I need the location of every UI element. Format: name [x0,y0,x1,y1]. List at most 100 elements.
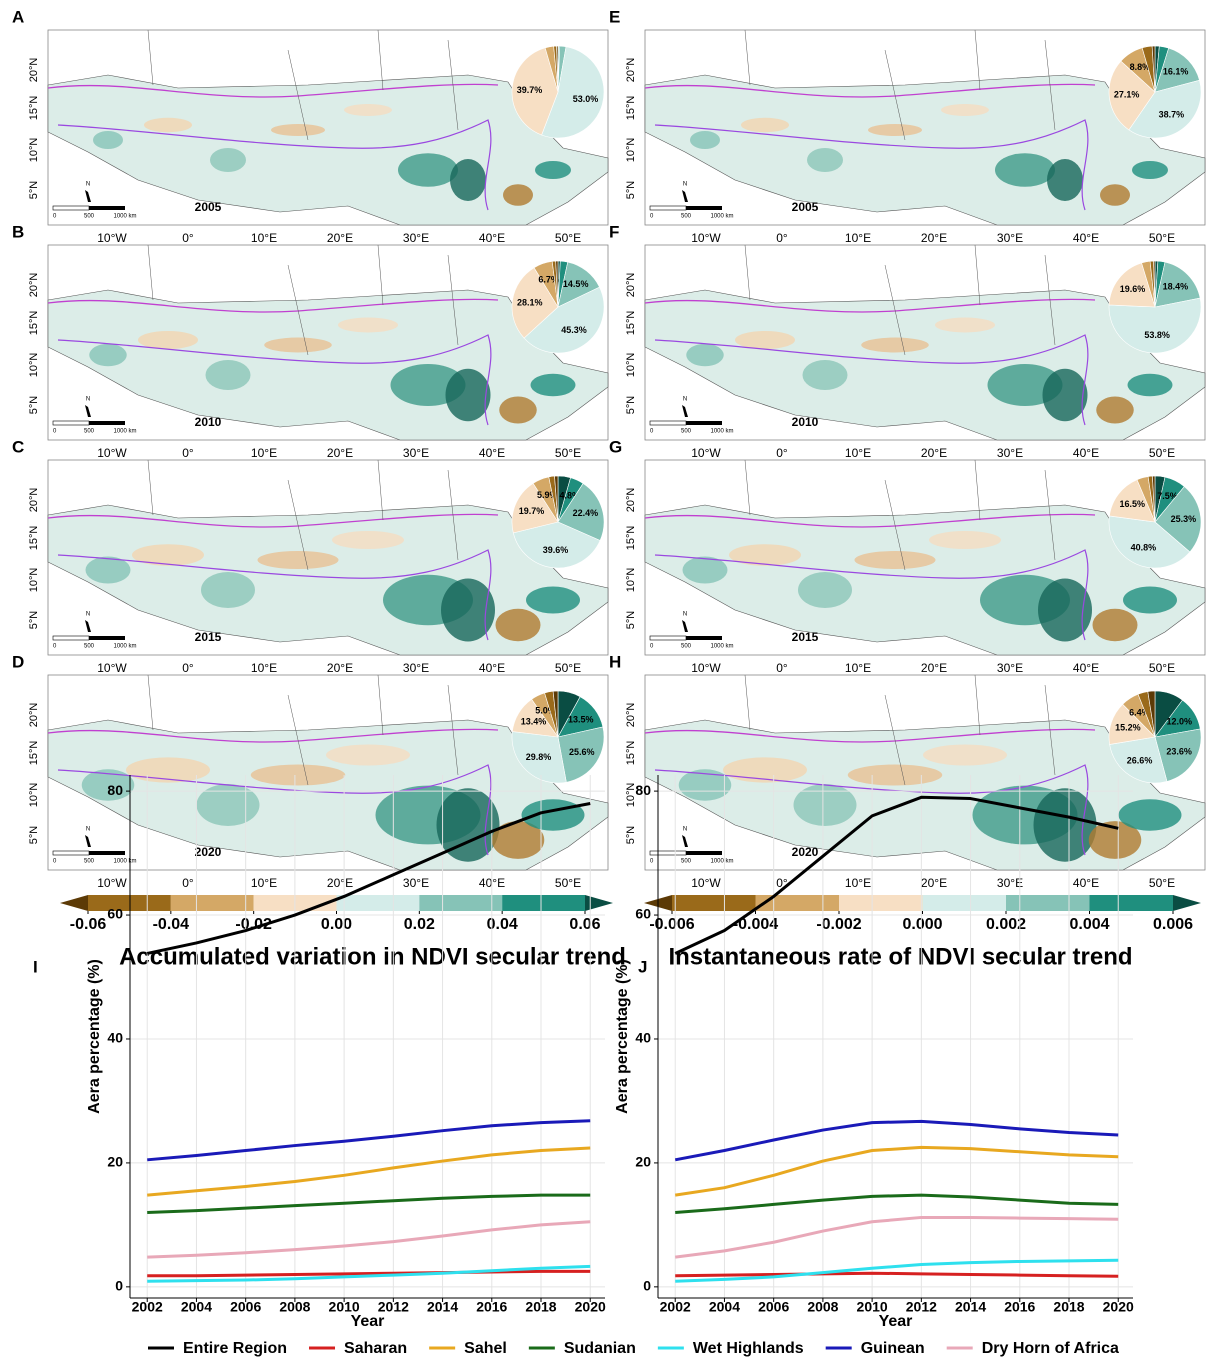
pie-slice [1152,475,1156,523]
map-texture [535,161,571,179]
pie-label: 16.5% [1120,499,1146,509]
country-border [744,459,1056,571]
colorbar-end [60,895,88,911]
map-year: 2005 [792,200,819,214]
map-year: 2020 [792,845,819,859]
colorbar-bin [170,895,254,911]
lat-label: 15°N [28,741,40,766]
y-tick-label: 60 [635,906,651,922]
x-tick-label: 2020 [575,1299,606,1315]
lon-label: 10°E [845,446,871,460]
map-year: 2005 [195,200,222,214]
lon-label: 40°E [479,661,505,675]
panel-letter: G [609,437,622,456]
north-label: N [86,827,90,833]
north-arrow [85,620,91,632]
pie-slice [1108,262,1156,308]
country-border [744,674,1056,786]
lon-label: 40°E [1073,876,1099,890]
scale-bar [89,636,125,640]
pie-slice [511,482,559,534]
zone-boundary [644,83,1096,98]
map-panel: H 5°N 10°N 15°N 20°N 10°W 0° 10°E 20°E 30°E 40°E 50… [609,652,1206,890]
x-tick-label: 2002 [132,1299,163,1315]
colorbar-label: 0.00 [321,916,352,933]
lon-label: 0° [182,876,194,890]
map-texture [491,821,545,859]
zone-boundary [644,298,1096,313]
map-texture [81,769,135,801]
colorbar-label: -0.004 [733,916,778,933]
colorbar-label: 0.02 [404,916,435,933]
pie-slice [1108,297,1202,354]
map-texture [250,764,346,786]
map-texture [450,159,486,201]
map-texture [530,373,576,397]
map-texture [264,337,332,353]
panel-letter: D [12,652,24,671]
scale-label: 0 [53,214,57,220]
x-tick-label: 2004 [181,1299,212,1315]
map-texture [793,784,857,826]
pie-slice [552,690,559,738]
map-texture [398,153,458,187]
lon-label: 20°E [921,661,947,675]
pie-label: 45.3% [561,325,587,335]
zone-boundary [644,513,1096,528]
pie-label: 25.3% [1171,514,1197,524]
colorbar-bin [839,895,923,911]
north-arrow [85,405,91,417]
lon-label: 10°E [251,446,277,460]
pie-label: 4.8% [560,490,581,500]
colorbar-label: -0.006 [649,916,694,933]
pie-label: 7.5% [1157,491,1178,501]
data-line [675,1193,1119,1214]
country-border [744,244,1056,356]
scale-label: 500 [84,214,95,220]
pie-label: 53.8% [1144,330,1170,340]
lon-label: 20°E [327,446,353,460]
lon-label: 10°W [691,446,721,460]
data-line [147,1264,591,1283]
y-tick-label: 40 [635,1030,651,1046]
lon-label: 20°E [921,876,947,890]
north-label: N [86,612,90,618]
map-texture [436,788,500,862]
map-texture [85,556,131,584]
lon-label: 20°E [327,876,353,890]
lon-label: 0° [182,661,194,675]
pie-slice [1151,45,1156,93]
map-texture [929,531,1001,549]
country-border [147,29,459,141]
map-year: 2010 [195,415,222,429]
x-tick-label: 2016 [476,1299,507,1315]
pie-label: 39.6% [543,545,569,555]
y-tick-label: 20 [635,1154,651,1170]
lon-label: 30°E [403,446,429,460]
lon-label: 50°E [1149,231,1175,245]
map-texture [1127,373,1173,397]
pie-slice [1108,515,1191,569]
scale-bar [649,420,687,426]
data-line [147,1119,591,1162]
map-panel: E 5°N 10°N 15°N 20°N 10°W 0° 10°E 20°E 30°E 40°E 50… [609,7,1206,245]
map-panel: B 5°N 10°N 15°N 20°N 10°W 0° 10°E 20°E 30°E 40°E 50… [12,222,609,460]
lon-label: 10°E [251,661,277,675]
pie-slice [557,726,605,783]
legend-label: Wet Highlands [693,1340,804,1357]
scale-label: 1000 km [113,214,136,220]
scale-label: 1000 km [710,429,733,435]
scale-label: 0 [650,429,654,435]
lat-label: 20°N [28,58,40,83]
colorbar-label: 0.004 [1069,916,1109,933]
map-texture [690,131,720,149]
zone-boundary [57,764,492,856]
y-tick-label: 80 [107,782,123,798]
lon-label: 0° [182,231,194,245]
map-year: 2020 [195,845,222,859]
colorbar-label: -0.06 [70,916,107,933]
lat-label: 10°N [28,568,40,593]
colorbar-bin [419,895,503,911]
scale-label: 1000 km [113,859,136,865]
pie-label: 5.0% [535,706,556,716]
